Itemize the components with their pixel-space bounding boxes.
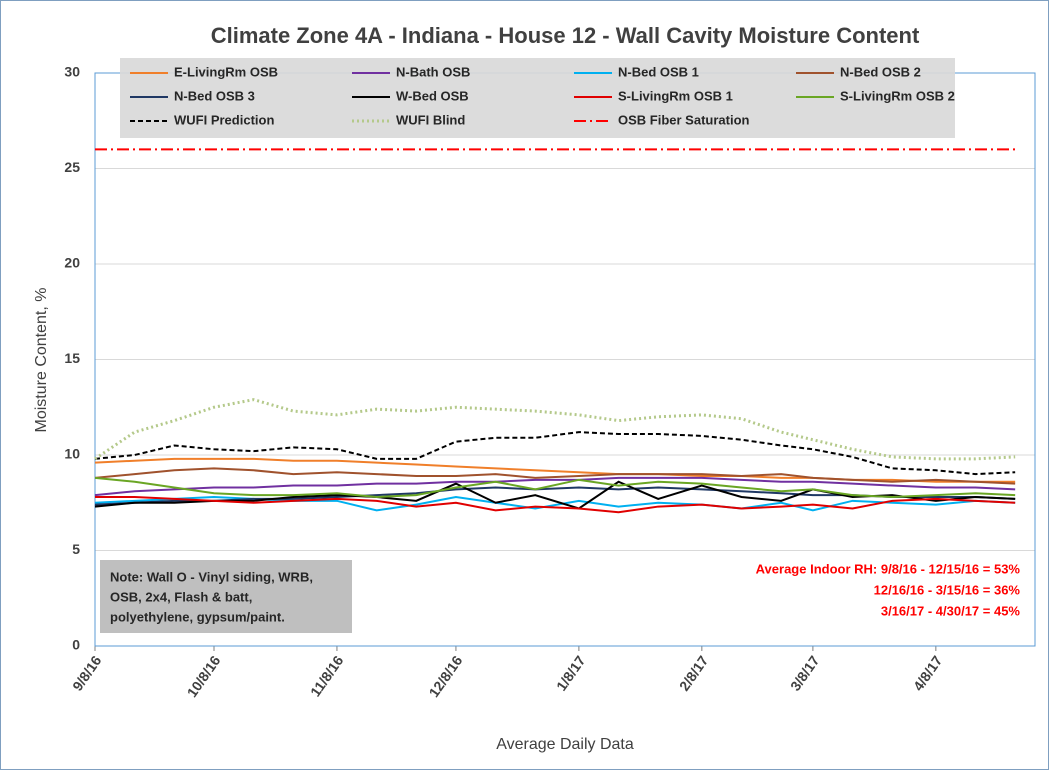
y-axis-label: Moisture Content, % [33,288,50,433]
lines [94,148,1016,514]
legend-label: WUFI Blind [396,112,465,127]
legend-label: OSB Fiber Saturation [618,112,750,127]
legend-label: S-LivingRm OSB 2 [840,88,955,103]
note-line: polyethylene, gypsum/paint. [110,609,285,624]
note-line: Note: Wall O - Vinyl siding, WRB, [110,569,313,584]
y-tick-label: 5 [72,541,80,557]
legend-label: W-Bed OSB [396,88,469,103]
y-tick-label: 30 [64,64,80,80]
series-line [94,431,1016,476]
y-tick-label: 25 [64,159,80,175]
legend-label: N-Bed OSB 1 [618,64,699,79]
note-line: OSB, 2x4, Flash & batt, [110,589,252,604]
y-tick-label: 15 [64,350,80,366]
y-tick-label: 0 [72,637,80,653]
legend-label: WUFI Prediction [174,112,274,127]
x-axis-label: Average Daily Data [496,736,634,753]
chart-title: Climate Zone 4A - Indiana - House 12 - W… [211,23,920,48]
series-line [94,467,1016,485]
legend-items: E-LivingRm OSB N-Bath OSB N-Bed OSB 1 N-Bed… [130,64,955,127]
note-box [100,560,352,633]
legend-label: S-LivingRm OSB 1 [618,88,733,103]
series-line [94,476,1016,497]
y-tick-label: 10 [64,446,80,462]
legend-label: N-Bath OSB [396,64,470,79]
annotation-line: Average Indoor RH: 9/8/16 - 12/15/16 = 5… [756,561,1021,576]
series-line [95,496,1016,514]
legend-label: N-Bed OSB 3 [174,88,255,103]
series-line [94,480,1016,510]
legend-label: E-LivingRm OSB [174,64,278,79]
annotation-line: 12/16/16 - 3/15/16 = 36% [874,582,1021,597]
legend-label: N-Bed OSB 2 [840,64,921,79]
series-line [94,476,1016,499]
annotation-line: 3/16/17 - 4/30/17 = 45% [881,603,1021,618]
y-tick-label: 20 [64,255,80,271]
